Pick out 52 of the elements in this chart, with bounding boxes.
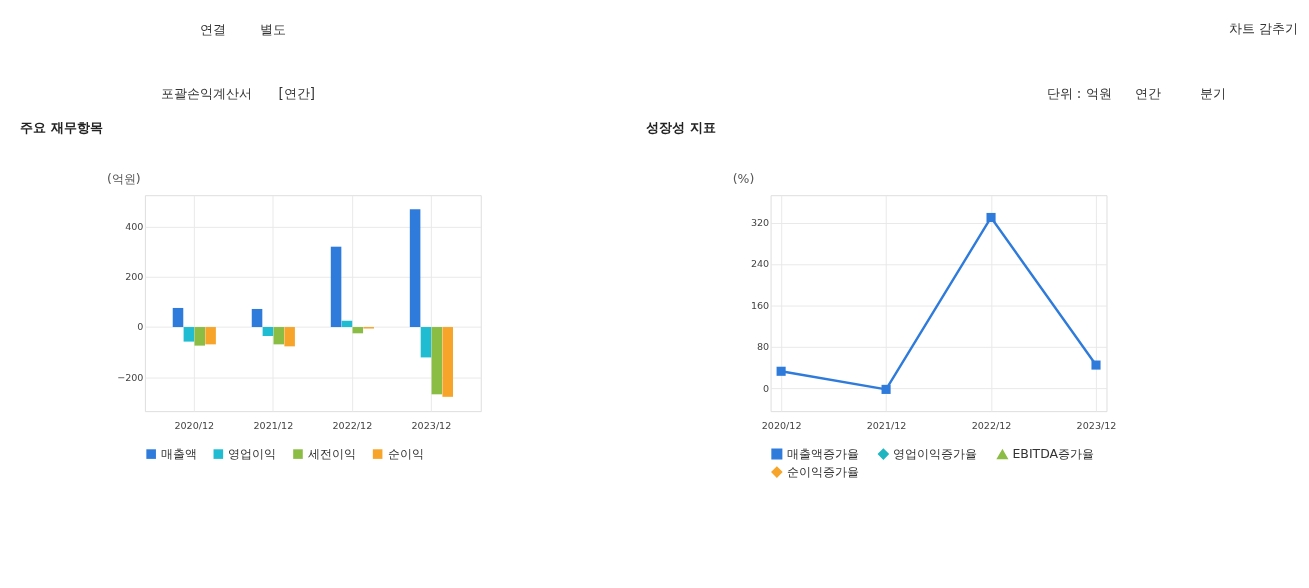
legend-label: 영업이익증가율 — [893, 445, 978, 461]
x-tick-label: 2021/12 — [253, 419, 294, 431]
bar — [431, 327, 443, 395]
chart-title: 성장성 지표 — [645, 119, 716, 135]
text: [연간] — [278, 86, 315, 102]
x-tick-label: 2023/12 — [1076, 419, 1117, 431]
x-tick-label: 2020/12 — [761, 419, 802, 431]
bar — [172, 307, 184, 328]
text: 연결 — [200, 22, 227, 38]
y-tick-label: 80 — [756, 341, 770, 353]
y-tick-label: −200 — [117, 371, 144, 383]
bar — [330, 246, 342, 328]
y-tick-label: 200 — [125, 271, 144, 283]
bar — [284, 327, 295, 347]
y-tick-label: 0 — [137, 321, 144, 333]
text: 연간 — [1135, 86, 1162, 102]
bar — [341, 320, 353, 328]
text: 포괄손익계산서 — [161, 86, 253, 102]
x-tick-label: 2021/12 — [866, 419, 907, 431]
bar — [420, 327, 432, 358]
y-axis-title: (%) — [732, 171, 755, 187]
text: 단위 : 억원 — [1046, 86, 1112, 102]
legend-label: 순이익 — [387, 445, 424, 461]
bar — [205, 327, 216, 345]
text: 별도 — [259, 22, 286, 38]
y-tick-label: 160 — [750, 299, 770, 311]
bar — [442, 327, 453, 397]
text: 분기 — [1199, 86, 1226, 102]
y-tick-label: 320 — [750, 217, 770, 229]
y-tick-label: 400 — [125, 220, 144, 232]
bar — [273, 327, 285, 345]
legend-label: 매출액 — [161, 445, 198, 461]
x-tick-label: 2022/12 — [971, 419, 1012, 431]
legend-label: EBITDA증가율 — [1012, 446, 1095, 462]
chart-title: 주요 재무항목 — [20, 119, 103, 135]
bar — [409, 209, 421, 328]
y-tick-label: 240 — [750, 258, 770, 270]
x-tick-label: 2022/12 — [332, 419, 373, 431]
text: 차트 감추기 — [1228, 20, 1299, 36]
x-tick-label: 2020/12 — [174, 419, 215, 431]
legend-label: 순이익증가율 — [786, 463, 859, 479]
legend-label: 영업이익 — [228, 445, 277, 461]
y-axis-title: (억원) — [107, 171, 141, 187]
y-tick-label: 0 — [763, 382, 770, 394]
bar — [183, 327, 195, 342]
bar — [262, 327, 274, 337]
legend-label: 세전이익 — [308, 445, 357, 461]
bar — [352, 327, 364, 334]
legend-label: 매출액증가율 — [786, 445, 859, 461]
bar — [251, 308, 263, 328]
x-tick-label: 2023/12 — [411, 419, 452, 431]
bar — [194, 327, 206, 346]
